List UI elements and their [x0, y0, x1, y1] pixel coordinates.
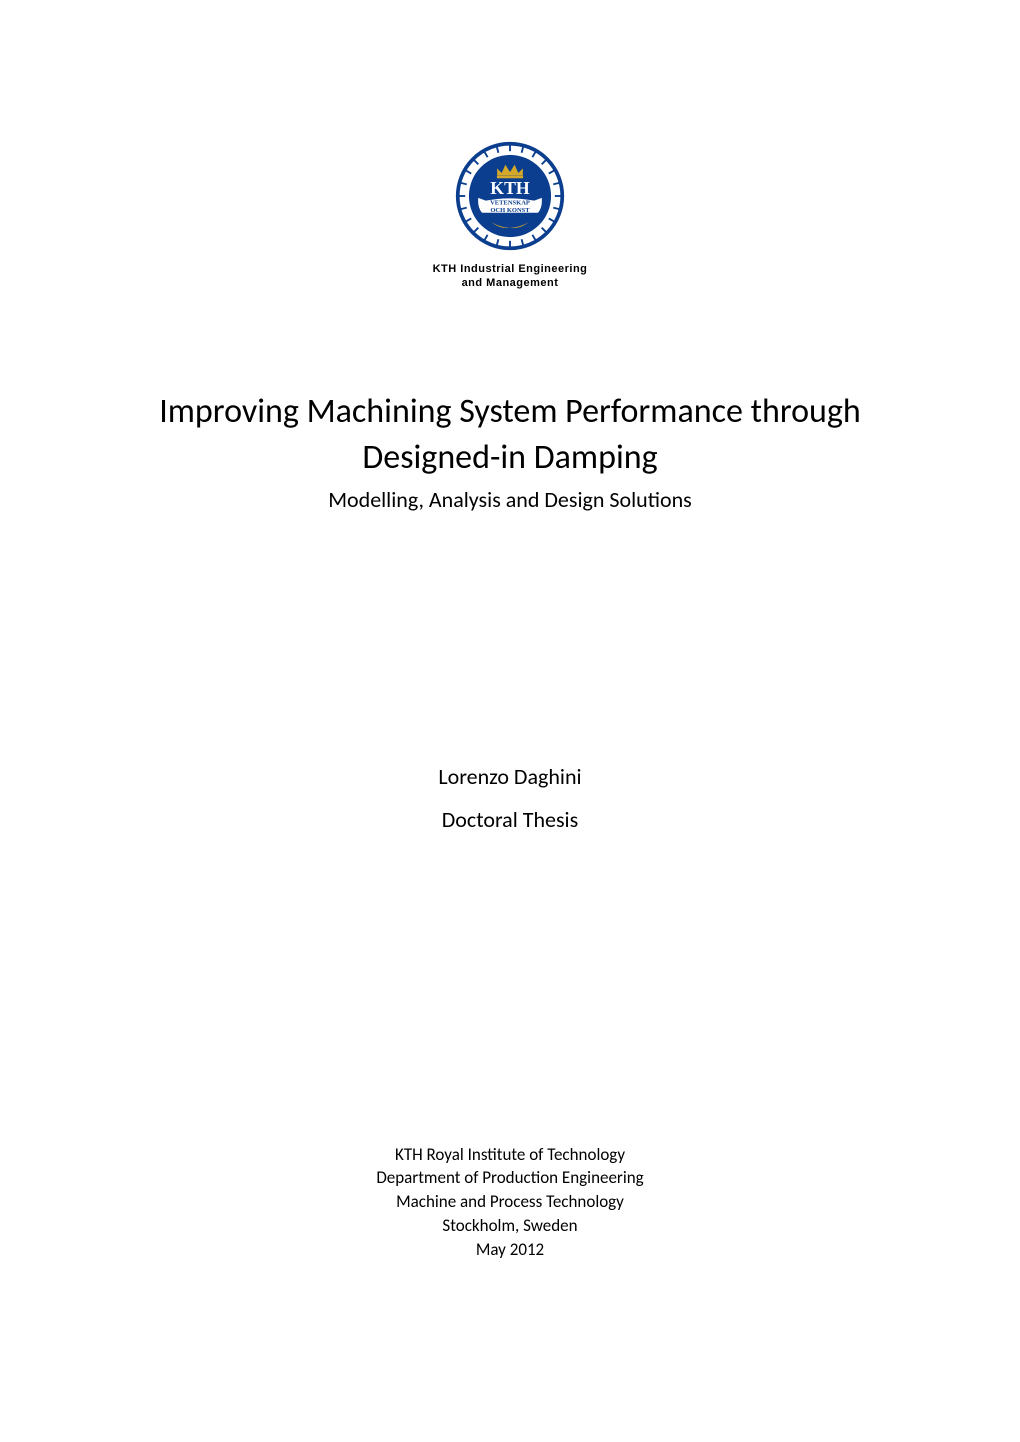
logo-caption-line1: KTH Industrial Engineering — [433, 263, 588, 275]
affiliation-division: Machine and Process Technology — [376, 1190, 643, 1214]
affiliation-date: May 2012 — [376, 1238, 643, 1262]
logo-block: KTH VETENSKAP OCH KONST KTH Industrial E… — [433, 140, 588, 291]
affiliation-location: Stockholm, Sweden — [376, 1214, 643, 1238]
title-line2: Designed-in Damping — [95, 437, 925, 480]
title-block: Improving Machining System Performance t… — [95, 391, 925, 513]
author-name: Lorenzo Daghini — [438, 763, 581, 790]
title-page: KTH VETENSKAP OCH KONST KTH Industrial E… — [0, 0, 1020, 1442]
affiliation-institution: KTH Royal Institute of Technology — [376, 1143, 643, 1167]
title-line1: Improving Machining System Performance t… — [95, 391, 925, 434]
document-type: Doctoral Thesis — [438, 806, 581, 833]
kth-label: KTH — [490, 178, 530, 198]
affiliation-block: KTH Royal Institute of Technology Depart… — [376, 1143, 643, 1262]
subtitle: Modelling, Analysis and Design Solutions — [95, 486, 925, 513]
affiliation-department: Department of Production Engineering — [376, 1166, 643, 1190]
logo-caption: KTH Industrial Engineering and Managemen… — [433, 262, 588, 291]
banner-text-top: VETENSKAP — [490, 199, 530, 206]
kth-crest-icon: KTH VETENSKAP OCH KONST — [454, 140, 566, 252]
banner-text-bottom: OCH KONST — [490, 207, 530, 214]
logo-caption-line2: and Management — [462, 277, 559, 289]
author-block: Lorenzo Daghini Doctoral Thesis — [438, 763, 581, 833]
